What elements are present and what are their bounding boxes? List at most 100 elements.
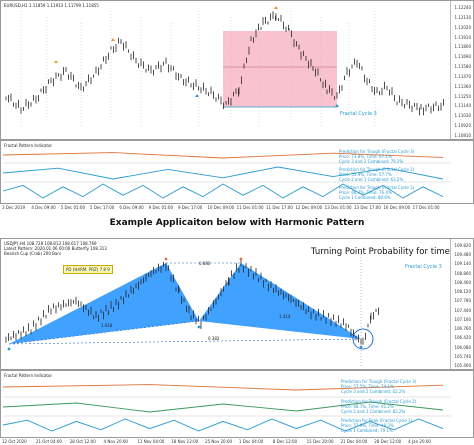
- prediction-line: Prediction for Trough (Fractal Cycle 3): [341, 379, 417, 384]
- time-tick-label: 4 Dec 09:00: [31, 205, 56, 210]
- price-tick-label: 105.400: [454, 363, 471, 368]
- price-tick-label: 1.10810: [454, 133, 471, 138]
- prediction-line: Price: 55.9%, Time: 57.7%: [339, 172, 392, 177]
- time-tick-label: 16 Dec 09:00: [383, 205, 411, 210]
- prediction-line: Prediction for Trough (Fractal Cycle 3): [339, 149, 415, 154]
- time-tick-label: 6 Dec 09:00: [119, 205, 144, 210]
- bottom-indicator-title: Fractal Pattern Indicator: [4, 373, 53, 378]
- pivot-marker-icon: [197, 325, 201, 329]
- fractal-arrow-icon: [195, 94, 199, 97]
- price-tick-label: 109.820: [454, 243, 471, 248]
- top-prediction-2: Prediction for Trough (Fractal Cycle 2) …: [339, 167, 414, 182]
- pivot-marker-icon: [239, 257, 243, 261]
- time-tick-label: 9 Dec 17:00: [178, 205, 203, 210]
- harmonic-badge[interactable]: PD (HARM. PRZ) 7 8 9: [63, 265, 113, 274]
- time-tick-label: 25 Nov 20:00: [205, 439, 233, 444]
- fractal-arrow-icon: [54, 60, 58, 63]
- top-indicator-panel[interactable]: Fractal Pattern Indicator Prediction for…: [0, 140, 474, 204]
- prediction-line: Price: 73.8%, Time: 67.1%: [339, 154, 392, 159]
- top-indicator-title: Fractal Pattern Indicator: [4, 143, 53, 148]
- bottom-price-chart[interactable]: USDJPY,H4 108.728 108.813 108.617 108.76…: [0, 238, 474, 370]
- price-tick-label: 109.480: [454, 252, 471, 258]
- time-tick-label: 9 Dec 01:00: [148, 205, 174, 210]
- prediction-line: Price: 57.5%, Time: 74.1%: [341, 384, 394, 389]
- turning-point-circle: [352, 328, 374, 350]
- ratio-label-c: 0.382: [208, 336, 220, 341]
- cycle-2-line: [2, 401, 444, 413]
- price-tick-label: 1.10920: [454, 123, 471, 129]
- price-tick-label: 1.11580: [454, 64, 471, 70]
- time-tick-label: 12 Dec 09:00: [295, 205, 323, 210]
- price-tick-label: 1.12240: [454, 5, 471, 10]
- time-tick-label: 21 Oct 04:00: [35, 439, 62, 444]
- time-tick-label: 11 Dec 17:00: [266, 205, 293, 210]
- top-price-chart[interactable]: EURUSD,H1 1.11859 1.11913 1.11799 1.1185…: [0, 0, 474, 140]
- price-tick-label: 1.11470: [454, 73, 471, 79]
- top-indicator-plot: [2, 152, 451, 199]
- prediction-line: Prediction for Trough (Fractal Cycle 2): [339, 167, 415, 172]
- section-heading: Example Applicaiton below with Harmonic …: [109, 218, 365, 228]
- pivot-marker-icon: [7, 347, 11, 351]
- time-tick-label: 11 Dec 01:00: [236, 205, 264, 210]
- time-tick-label: 4 Nov 20:00: [103, 439, 128, 444]
- price-tick-label: 1.12130: [454, 14, 471, 20]
- time-tick-label: 12 Oct 2020: [2, 439, 27, 444]
- time-tick-label: 5 Dec 17:00: [90, 205, 115, 210]
- time-tick-label: 11 Nov 04:00: [137, 439, 165, 444]
- prediction-line: Prediction for Trough (Fractal Cycle 2): [341, 399, 417, 404]
- top-symbol-line: EURUSD,H1 1.11859 1.11913 1.11799 1.1185…: [4, 3, 99, 8]
- top-price-plot: [5, 6, 444, 127]
- prediction-line: Cycle 1 Combined: 79.1%: [341, 428, 393, 433]
- price-tick-label: 107.780: [454, 298, 471, 304]
- price-tick-label: 1.11690: [454, 54, 471, 60]
- prediction-line: Cycle 3 and 2 Combined: 62.2%: [341, 389, 406, 394]
- bottom-info-line: Bearish Cup (Crab) 200 Bars: [4, 251, 62, 256]
- price-tick-label: 107.440: [454, 307, 471, 313]
- ratio-label-b: 1.618: [101, 323, 113, 328]
- bottom-prediction-3: Prediction for Peak (Fractal Cycle 1) Pr…: [341, 418, 412, 433]
- price-tick-label: 1.11250: [454, 93, 471, 99]
- harmonic-wing-right: [199, 263, 361, 339]
- top-price-axis: 1.12240 1.12130 1.12020 1.11910 1.11800 1.116…: [450, 1, 473, 139]
- prediction-line: Prediction for Peak (Fractal Cycle 1): [341, 418, 413, 423]
- price-tick-label: 108.460: [454, 279, 471, 285]
- bottom-symbol-line: USDJPY,H4 108.728 108.813 108.617 108.76…: [4, 241, 97, 246]
- time-tick-label: 13 Dec 17:00: [354, 205, 381, 210]
- ratio-label-a: 0.880: [199, 261, 211, 266]
- bottom-pattern-line: Latest Pattern: 2020.01.06 00:00 Butterf…: [4, 246, 107, 251]
- price-tick-label: 1.11910: [454, 34, 471, 40]
- bottom-price-axis: 109.820 109.480 109.140 108.800 108.460 108.1…: [450, 239, 473, 369]
- cycle-3-line: [2, 152, 444, 159]
- prediction-line: Cycle 2 and 1 Combined: 82.2%: [341, 409, 406, 414]
- prediction-line: Cycle 1 Combined: 80.6%: [339, 195, 391, 200]
- price-tick-label: 108.120: [454, 289, 471, 295]
- time-tick-label: 4 Jan 20:00: [408, 439, 431, 444]
- price-tick-label: 1.11360: [454, 83, 471, 89]
- bottom-indicator-plot: [2, 384, 451, 432]
- time-tick-label: 13 Dec 01:00: [324, 205, 352, 210]
- pivot-marker-icon: [164, 257, 168, 261]
- price-tick-label: 1.12020: [454, 24, 471, 30]
- price-tick-label: 106.760: [454, 326, 471, 332]
- prediction-line: Price: 57.9%, Time: 48.3%: [341, 423, 394, 428]
- bottom-indicator-panel[interactable]: Fractal Pattern Indicator Prediction for…: [0, 370, 474, 438]
- pivot-marker-icon: [359, 345, 363, 349]
- cycle-2-line: [2, 166, 444, 180]
- time-tick-label: 28 Dec 12:00: [374, 439, 402, 444]
- prediction-line: Cycle 2 and 1 Combined: 63.2%: [339, 177, 404, 182]
- time-tick-label: 17 Dec 01:00: [412, 205, 440, 210]
- top-prediction-3: Prediction for Trough (Fractal Cycle 1) …: [339, 185, 414, 200]
- top-time-axis: 3 Dec 2019 4 Dec 09:00 5 Dec 01:00 5 Dec 17…: [0, 204, 452, 212]
- prediction-line: Price: 66.7%, Time: 76.4%: [339, 190, 392, 195]
- time-tick-label: 15 Dec 20:00: [306, 439, 334, 444]
- price-tick-label: 106.420: [454, 335, 471, 341]
- bottom-prediction-2: Prediction for Trough (Fractal Cycle 2) …: [341, 399, 416, 414]
- price-tick-label: 1.11800: [454, 44, 471, 50]
- fractal-arrow-icon: [111, 38, 115, 41]
- time-tick-label: 1 Dec 04:00: [238, 439, 264, 444]
- top-prediction-1: Prediction for Trough (Fractal Cycle 3) …: [339, 149, 414, 164]
- fractal-cycle-box: [223, 31, 337, 107]
- time-tick-label: 28 Oct 12:00: [69, 439, 96, 444]
- price-tick-label: 1.11030: [454, 113, 471, 119]
- prediction-line: Cycle 3 and 2 Combined: 79.2%: [339, 159, 404, 164]
